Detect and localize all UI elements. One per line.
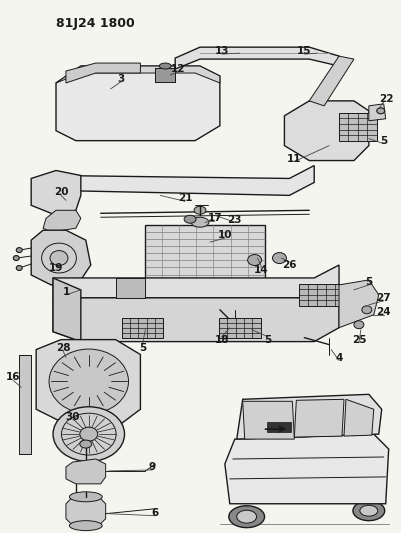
FancyBboxPatch shape — [219, 318, 261, 337]
Polygon shape — [115, 278, 146, 298]
Text: 81J24 1800: 81J24 1800 — [56, 17, 135, 30]
Polygon shape — [294, 399, 344, 437]
Ellipse shape — [362, 306, 372, 314]
Text: 30: 30 — [66, 412, 80, 422]
FancyBboxPatch shape — [155, 68, 175, 82]
Ellipse shape — [377, 108, 385, 114]
Polygon shape — [66, 63, 140, 83]
Text: 19: 19 — [49, 263, 63, 273]
Ellipse shape — [53, 407, 125, 462]
Text: 26: 26 — [282, 260, 297, 270]
Ellipse shape — [194, 206, 206, 214]
Polygon shape — [175, 47, 339, 69]
Ellipse shape — [49, 349, 128, 414]
FancyBboxPatch shape — [267, 422, 292, 432]
Ellipse shape — [354, 321, 364, 329]
Ellipse shape — [184, 215, 196, 223]
Text: 23: 23 — [227, 215, 242, 225]
Text: 20: 20 — [54, 188, 68, 197]
FancyBboxPatch shape — [339, 113, 377, 141]
Polygon shape — [243, 401, 294, 439]
Ellipse shape — [353, 501, 385, 521]
Polygon shape — [31, 230, 91, 285]
Polygon shape — [66, 497, 105, 526]
Text: 16: 16 — [6, 373, 20, 382]
Polygon shape — [53, 285, 339, 342]
FancyBboxPatch shape — [146, 225, 265, 310]
Text: 14: 14 — [254, 265, 269, 275]
Ellipse shape — [248, 255, 261, 265]
Polygon shape — [53, 278, 81, 342]
Polygon shape — [43, 211, 81, 232]
Text: 10: 10 — [218, 230, 232, 240]
Ellipse shape — [191, 217, 209, 227]
Polygon shape — [237, 394, 382, 439]
Ellipse shape — [80, 427, 98, 441]
Text: 3: 3 — [117, 74, 124, 84]
Text: 12: 12 — [171, 64, 185, 74]
Polygon shape — [66, 459, 105, 484]
Text: 4: 4 — [335, 352, 343, 362]
Ellipse shape — [159, 63, 171, 69]
Polygon shape — [56, 66, 220, 83]
Text: 21: 21 — [178, 193, 192, 204]
Ellipse shape — [273, 253, 286, 263]
Polygon shape — [53, 166, 314, 196]
Polygon shape — [344, 399, 374, 436]
Text: 6: 6 — [152, 508, 159, 518]
Polygon shape — [369, 104, 386, 121]
Ellipse shape — [229, 506, 265, 528]
Polygon shape — [53, 265, 339, 298]
Text: 5: 5 — [139, 343, 146, 352]
Text: 11: 11 — [287, 154, 302, 164]
Polygon shape — [31, 171, 81, 215]
Text: 25: 25 — [352, 335, 366, 345]
Polygon shape — [339, 280, 379, 328]
Text: 5: 5 — [264, 335, 271, 345]
Text: 5: 5 — [365, 277, 373, 287]
Polygon shape — [36, 340, 140, 424]
Ellipse shape — [80, 440, 92, 448]
Text: 15: 15 — [297, 46, 312, 56]
Polygon shape — [309, 56, 354, 106]
Ellipse shape — [16, 265, 22, 270]
FancyBboxPatch shape — [299, 284, 344, 306]
FancyBboxPatch shape — [122, 318, 163, 337]
Text: 13: 13 — [215, 46, 229, 56]
Ellipse shape — [360, 505, 378, 516]
Ellipse shape — [13, 255, 19, 261]
Polygon shape — [56, 66, 220, 141]
Text: 9: 9 — [149, 462, 156, 472]
Text: 28: 28 — [56, 343, 70, 352]
Text: 18: 18 — [215, 335, 229, 345]
Text: 5: 5 — [380, 136, 387, 146]
Text: 17: 17 — [208, 213, 222, 223]
Text: 22: 22 — [379, 94, 394, 104]
Ellipse shape — [69, 492, 102, 502]
Polygon shape — [284, 101, 369, 160]
Text: 1: 1 — [62, 287, 69, 297]
Text: 27: 27 — [377, 293, 391, 303]
Ellipse shape — [16, 248, 22, 253]
Text: 24: 24 — [377, 307, 391, 317]
Ellipse shape — [237, 510, 257, 523]
Ellipse shape — [50, 251, 68, 265]
FancyBboxPatch shape — [19, 354, 31, 454]
Ellipse shape — [69, 521, 102, 531]
Polygon shape — [225, 434, 389, 504]
